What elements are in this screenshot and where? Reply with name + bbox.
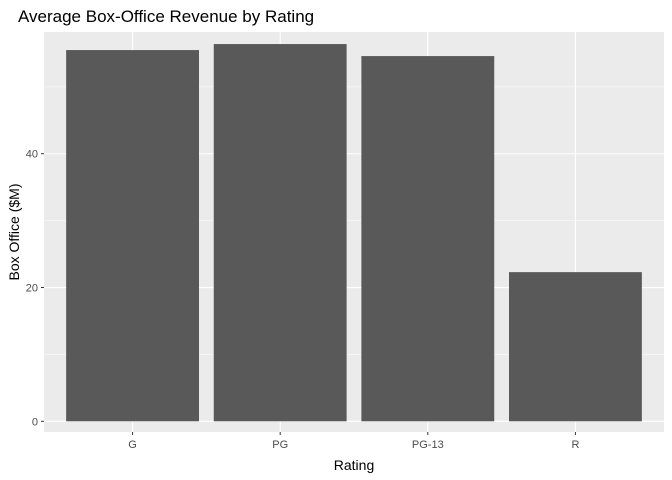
bar xyxy=(509,272,642,422)
x-tick-label: R xyxy=(571,439,579,451)
y-axis-title: Box Office ($M) xyxy=(6,184,22,281)
x-axis: G PG PG-13 R xyxy=(128,432,579,451)
bars xyxy=(66,44,642,422)
x-tick-label: PG-13 xyxy=(412,439,444,451)
bar xyxy=(66,50,200,422)
bar xyxy=(361,56,495,422)
y-tick-label: 40 xyxy=(26,149,38,161)
x-tick-label: G xyxy=(128,439,137,451)
bar xyxy=(213,44,347,422)
y-tick-label: 0 xyxy=(32,416,38,428)
y-tick-label: 20 xyxy=(26,283,38,295)
y-axis: 0 20 40 xyxy=(26,149,44,428)
x-axis-title: Rating xyxy=(334,457,374,473)
chart-title: Average Box-Office Revenue by Rating xyxy=(18,7,314,26)
x-tick-label: PG xyxy=(272,439,288,451)
